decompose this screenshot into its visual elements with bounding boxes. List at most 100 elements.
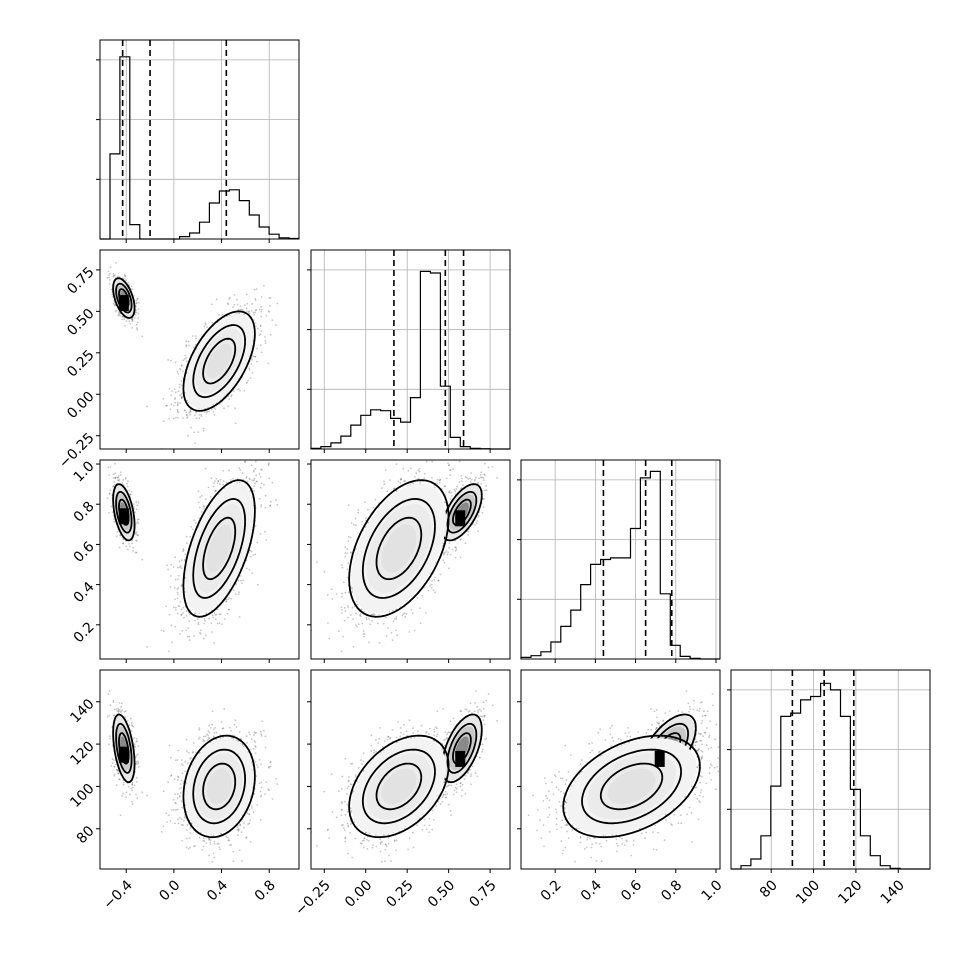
- sample-point: [173, 586, 176, 589]
- sample-point: [264, 342, 267, 344]
- sample-point: [236, 298, 238, 301]
- sample-point: [179, 633, 181, 635]
- sample-point: [116, 476, 119, 479]
- sample-point: [187, 340, 190, 343]
- sample-point: [194, 619, 196, 622]
- sample-point: [245, 477, 248, 479]
- sample-point: [107, 466, 110, 469]
- scatter-points: [106, 460, 279, 653]
- sample-point: [202, 507, 205, 510]
- sample-point: [175, 609, 177, 611]
- sample-point: [141, 558, 144, 561]
- sample-point: [146, 405, 148, 408]
- sample-point: [261, 469, 263, 471]
- sample-point: [167, 359, 170, 361]
- sample-point: [265, 314, 268, 317]
- sample-point: [182, 548, 185, 550]
- sample-point: [180, 364, 183, 366]
- sample-point: [128, 320, 131, 322]
- sample-point: [113, 303, 116, 306]
- sample-point: [113, 481, 116, 483]
- sample-point: [251, 479, 254, 482]
- sample-point: [232, 589, 235, 592]
- sample-point: [191, 528, 194, 531]
- sample-point: [187, 402, 190, 404]
- sample-point: [177, 605, 180, 607]
- sample-point: [246, 381, 249, 383]
- contour-inner: [202, 516, 237, 581]
- sample-point: [125, 320, 128, 323]
- sample-point: [217, 480, 220, 483]
- sample-point: [180, 397, 183, 400]
- sample-point: [223, 407, 225, 410]
- histogram-line: [310, 270, 510, 450]
- sample-point: [112, 477, 115, 479]
- contour-outer: [112, 277, 136, 319]
- sample-point: [254, 460, 257, 463]
- sample-point: [243, 313, 245, 316]
- sample-point: [184, 354, 187, 357]
- sample-point: [127, 543, 130, 545]
- sample-point: [115, 535, 118, 538]
- sample-point: [132, 546, 135, 549]
- sample-point: [187, 627, 190, 629]
- sample-point: [185, 614, 188, 617]
- sample-point: [141, 335, 144, 338]
- sample-point: [108, 492, 111, 495]
- sample-point: [226, 302, 229, 305]
- sample-point: [244, 460, 247, 463]
- panel-frame: [99, 459, 300, 660]
- sample-point: [259, 344, 262, 347]
- sample-point: [126, 485, 129, 488]
- sample-point: [222, 470, 225, 472]
- sample-point: [188, 620, 191, 623]
- sample-point: [185, 360, 188, 363]
- sample-point: [180, 614, 183, 616]
- sample-point: [128, 489, 131, 492]
- sample-point: [197, 431, 200, 433]
- sample-point: [194, 522, 197, 524]
- sample-point: [185, 411, 188, 414]
- sample-point: [256, 583, 259, 586]
- sample-point: [242, 309, 245, 312]
- histogram-panel-0: [96, 39, 300, 243]
- sample-point: [177, 593, 179, 596]
- sample-point: [253, 288, 256, 291]
- sample-point: [125, 545, 128, 547]
- sample-point: [239, 469, 242, 471]
- sample-point: [186, 416, 189, 418]
- sample-point: [116, 530, 119, 533]
- sample-point: [227, 405, 230, 408]
- sample-point: [170, 394, 173, 397]
- sample-point: [172, 404, 175, 407]
- sample-point: [186, 414, 188, 417]
- sample-point: [184, 409, 186, 412]
- sample-point: [237, 579, 240, 582]
- histogram-line: [100, 56, 299, 240]
- sample-point: [259, 533, 262, 535]
- sample-point: [180, 365, 183, 367]
- sample-point: [260, 315, 263, 318]
- sample-point: [179, 369, 182, 371]
- sample-point: [252, 311, 255, 314]
- sample-point: [122, 478, 125, 481]
- sample-point: [210, 303, 213, 306]
- sample-point: [179, 565, 182, 567]
- sample-point: [117, 475, 120, 477]
- sample-point: [115, 476, 117, 479]
- contour-middle: [115, 282, 133, 314]
- sample-point: [245, 293, 248, 296]
- sample-point: [204, 634, 207, 636]
- sample-point: [180, 380, 183, 382]
- sample-point: [214, 490, 217, 492]
- sample-point: [131, 288, 134, 290]
- sample-point: [174, 361, 177, 364]
- sample-point: [162, 397, 165, 400]
- sample-point: [107, 270, 110, 273]
- sample-point: [269, 504, 271, 507]
- sample-point: [136, 298, 139, 300]
- sample-point: [247, 311, 250, 313]
- density-peak: [118, 508, 129, 525]
- sample-point: [225, 600, 228, 603]
- sample-point: [169, 585, 172, 588]
